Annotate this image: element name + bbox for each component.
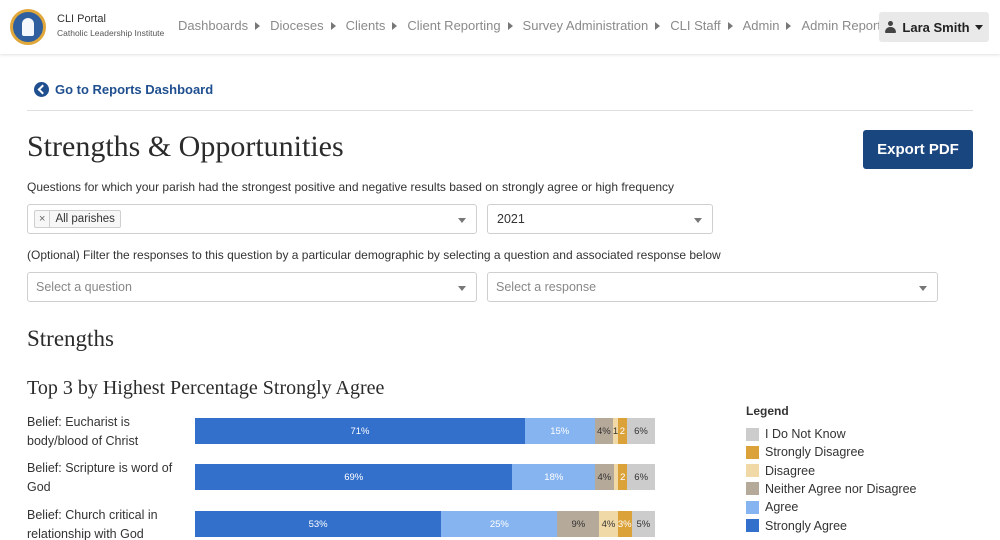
- cli-logo-icon[interactable]: [10, 9, 46, 45]
- parish-chip: × All parishes: [34, 210, 121, 228]
- bar-segment-strongly-disagree[interactable]: 2: [618, 464, 628, 490]
- back-to-reports-link[interactable]: Go to Reports Dashboard: [34, 82, 213, 97]
- legend-item: Disagree: [746, 464, 815, 478]
- caret-right-icon: [786, 21, 792, 30]
- main-nav: Dashboards Dioceses Clients Client Repor…: [178, 18, 920, 33]
- bar-segment-agree[interactable]: 18%: [512, 464, 596, 490]
- bar-segment-strongly-agree[interactable]: 53%: [195, 511, 442, 537]
- nav-item-dashboards[interactable]: Dashboards: [178, 18, 261, 33]
- bar-segment-disagree[interactable]: [613, 464, 619, 490]
- optional-filter-text: (Optional) Filter the responses to this …: [27, 248, 721, 262]
- page-description: Questions for which your parish had the …: [27, 180, 675, 194]
- page-title: Strengths & Opportunities: [27, 130, 344, 163]
- brand-subtitle: Catholic Leadership Institute: [57, 28, 165, 38]
- legend-swatch: [746, 519, 759, 532]
- chevron-down-icon: [458, 218, 466, 223]
- legend-swatch: [746, 482, 759, 496]
- row-label: Belief: Church critical in relationship …: [27, 508, 158, 540]
- legend-swatch: [746, 427, 759, 441]
- legend-label: Strongly Disagree: [765, 445, 865, 460]
- bar-segment-disagree[interactable]: 1: [613, 418, 618, 444]
- legend-item: I Do Not Know: [746, 427, 846, 441]
- legend-item: Neither Agree nor Disagree: [746, 482, 916, 496]
- legend-item: Strongly Disagree: [746, 445, 864, 459]
- top-navbar: CLI Portal Catholic Leadership Institute…: [0, 0, 1000, 54]
- bar-segment-neither-agree-nor-disagree[interactable]: 4%: [594, 418, 614, 444]
- parish-multiselect[interactable]: × All parishes: [27, 204, 477, 234]
- legend-label: Agree: [765, 500, 799, 515]
- bar-segment-i-do-not-know[interactable]: 5%: [631, 511, 655, 537]
- caret-right-icon: [392, 21, 398, 30]
- legend-swatch: [746, 445, 759, 459]
- legend-label: Disagree: [765, 463, 816, 478]
- legend-item: Agree: [746, 500, 798, 514]
- bar-segment-strongly-disagree[interactable]: 2: [617, 418, 628, 444]
- stacked-bar: 71% 15% 4% 1 2 6%: [195, 418, 655, 444]
- bar-segment-agree[interactable]: 25%: [441, 511, 558, 537]
- legend-label: Strongly Agree: [765, 518, 847, 533]
- user-menu-button[interactable]: Lara Smith: [879, 12, 989, 42]
- nav-item-admin[interactable]: Admin: [743, 18, 792, 33]
- user-icon: [885, 21, 897, 33]
- bar-segment-i-do-not-know[interactable]: 6%: [627, 418, 655, 444]
- bar-segment-agree[interactable]: 15%: [524, 418, 595, 444]
- row-label: Belief: Scripture is word of God: [27, 461, 173, 494]
- caret-right-icon: [255, 21, 261, 30]
- export-pdf-button[interactable]: Export PDF: [863, 130, 973, 169]
- back-arrow-icon: [34, 82, 49, 97]
- legend-label: I Do Not Know: [765, 427, 846, 441]
- bar-segment-strongly-agree[interactable]: 69%: [195, 464, 513, 490]
- legend-label: Neither Agree nor Disagree: [765, 481, 917, 496]
- bar-segment-neither-agree-nor-disagree[interactable]: 4%: [595, 464, 614, 490]
- legend-swatch: [746, 500, 759, 514]
- question-select[interactable]: Select a question: [27, 272, 477, 302]
- bar-segment-i-do-not-know[interactable]: 6%: [627, 464, 655, 490]
- row-label: Belief: Eucharist is body/blood of Chris…: [27, 415, 139, 448]
- chevron-down-icon: [458, 286, 466, 291]
- bar-segment-neither-agree-nor-disagree[interactable]: 9%: [557, 511, 600, 537]
- chevron-down-icon: [974, 24, 983, 30]
- chevron-down-icon: [694, 218, 702, 223]
- brand-title[interactable]: CLI Portal: [57, 13, 106, 25]
- legend-swatch: [746, 464, 759, 478]
- section-title: Strengths: [27, 326, 114, 351]
- bar-segment-strongly-agree[interactable]: 71%: [195, 418, 525, 444]
- chevron-down-icon: [919, 286, 927, 291]
- legend-item: Strongly Agree: [746, 519, 847, 533]
- bar-segment-strongly-disagree[interactable]: 3%: [617, 511, 632, 537]
- nav-item-survey-administration[interactable]: Survey Administration: [523, 18, 661, 33]
- caret-right-icon: [330, 21, 336, 30]
- year-select[interactable]: 2021: [487, 204, 713, 234]
- user-name: Lara Smith: [902, 19, 970, 35]
- divider: [27, 110, 973, 111]
- response-select[interactable]: Select a response: [487, 272, 938, 302]
- bar-segment-disagree[interactable]: 4%: [599, 511, 618, 537]
- stacked-bar: 53% 25% 9% 4% 3% 5%: [195, 511, 655, 537]
- stacked-bar: 69% 18% 4% 2 6%: [195, 464, 655, 490]
- nav-item-clients[interactable]: Clients: [346, 18, 398, 33]
- nav-item-client-reporting[interactable]: Client Reporting: [407, 18, 513, 33]
- nav-item-cli-staff[interactable]: CLI Staff: [670, 18, 733, 33]
- legend-title: Legend: [746, 404, 789, 418]
- caret-right-icon: [655, 21, 661, 30]
- caret-right-icon: [507, 21, 513, 30]
- caret-right-icon: [727, 21, 733, 30]
- nav-item-dioceses[interactable]: Dioceses: [270, 18, 336, 33]
- chart-title: Top 3 by Highest Percentage Strongly Agr…: [27, 377, 385, 399]
- chip-remove-icon[interactable]: ×: [35, 211, 51, 227]
